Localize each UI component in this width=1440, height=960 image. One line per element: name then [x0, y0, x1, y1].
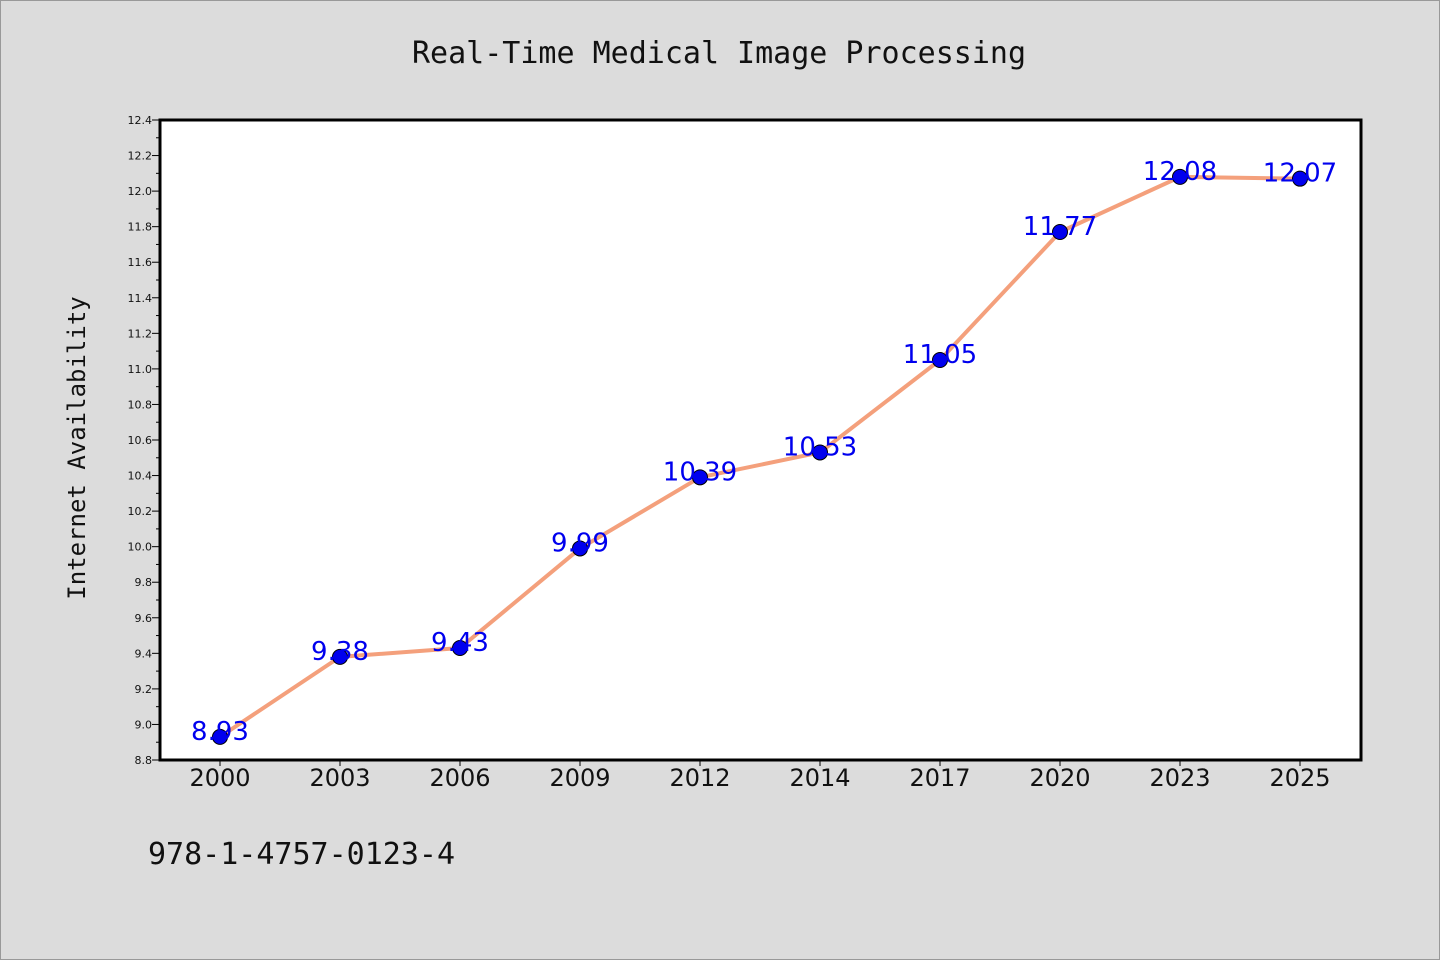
- x-tick-label: 2012: [669, 764, 730, 792]
- y-tick-label: 11.4: [128, 292, 153, 305]
- y-tick-label: 11.8: [128, 221, 153, 234]
- y-tick-label: 9.2: [135, 683, 153, 696]
- plot-area: [158, 118, 1363, 762]
- y-tick-label: 11.6: [128, 256, 153, 269]
- chart-title: Real-Time Medical Image Processing: [412, 36, 1026, 71]
- isbn-text: 978-1-4757-0123-4: [148, 837, 455, 872]
- y-tick-label: 10.8: [128, 398, 153, 411]
- data-label: 9.38: [311, 637, 369, 667]
- x-tick-label: 2025: [1269, 764, 1330, 792]
- x-tick-label: 2009: [549, 764, 610, 792]
- data-point: [212, 728, 228, 745]
- x-axis-ticks: 2000 2003 2006 2009 2012 2014 2017 2020 2023 2025: [189, 760, 1331, 792]
- x-tick-label: 2006: [429, 764, 490, 792]
- series-markers: [212, 168, 1308, 745]
- data-label: 10.39: [663, 457, 737, 487]
- y-tick-label: 12.0: [128, 185, 153, 198]
- y-tick-label: 8.8: [135, 754, 153, 767]
- x-tick-label: 2003: [309, 764, 370, 792]
- data-label: 12.07: [1263, 159, 1337, 189]
- data-label: 10.53: [783, 432, 857, 462]
- data-point: [332, 648, 348, 665]
- data-label: 11.05: [903, 340, 977, 370]
- x-tick-label: 2000: [189, 764, 250, 792]
- y-tick-label: 11.2: [128, 327, 153, 340]
- data-point: [932, 352, 948, 368]
- data-point: [812, 444, 828, 461]
- data-point: [452, 640, 468, 656]
- data-point: [1292, 170, 1308, 187]
- x-tick-label: 2014: [789, 764, 850, 792]
- y-tick-label: 9.0: [135, 718, 153, 731]
- series-line: [218, 174, 1302, 739]
- y-tick-label: 12.2: [128, 150, 153, 163]
- y-axis-label: Internet Availability: [63, 296, 91, 599]
- data-label: 8.93: [191, 717, 249, 747]
- data-label: 9.99: [551, 528, 609, 558]
- data-point: [1052, 224, 1068, 240]
- x-tick-label: 2020: [1029, 764, 1090, 792]
- y-axis-ticks: 8.8 9.0 9.2 9.4 9.6 9.8 10.0 10.2 10.4 10.6 10.8 11…: [128, 114, 160, 767]
- x-tick-label: 2023: [1149, 764, 1210, 792]
- data-point: [572, 540, 588, 557]
- y-tick-label: 9.6: [135, 612, 153, 625]
- y-tick-label: 10.4: [128, 470, 153, 483]
- y-tick-label: 9.8: [135, 576, 153, 589]
- data-label: 9.43: [431, 628, 489, 658]
- data-label: 12.08: [1143, 157, 1217, 187]
- y-tick-label: 10.2: [128, 505, 153, 518]
- data-label: 11.77: [1023, 212, 1097, 242]
- x-tick-label: 2017: [909, 764, 970, 792]
- y-tick-label: 10.6: [128, 434, 153, 447]
- data-labels: 8.93 9.38 9.43 9.99 10.39 10.53 11.05 11.77 12.0…: [191, 157, 1337, 747]
- y-tick-label: 9.4: [135, 647, 153, 660]
- y-tick-label: 10.0: [128, 541, 153, 554]
- y-tick-label: 12.4: [128, 114, 153, 127]
- y-tick-label: 11.0: [128, 363, 153, 376]
- data-point: [692, 469, 708, 486]
- data-point: [1172, 168, 1188, 185]
